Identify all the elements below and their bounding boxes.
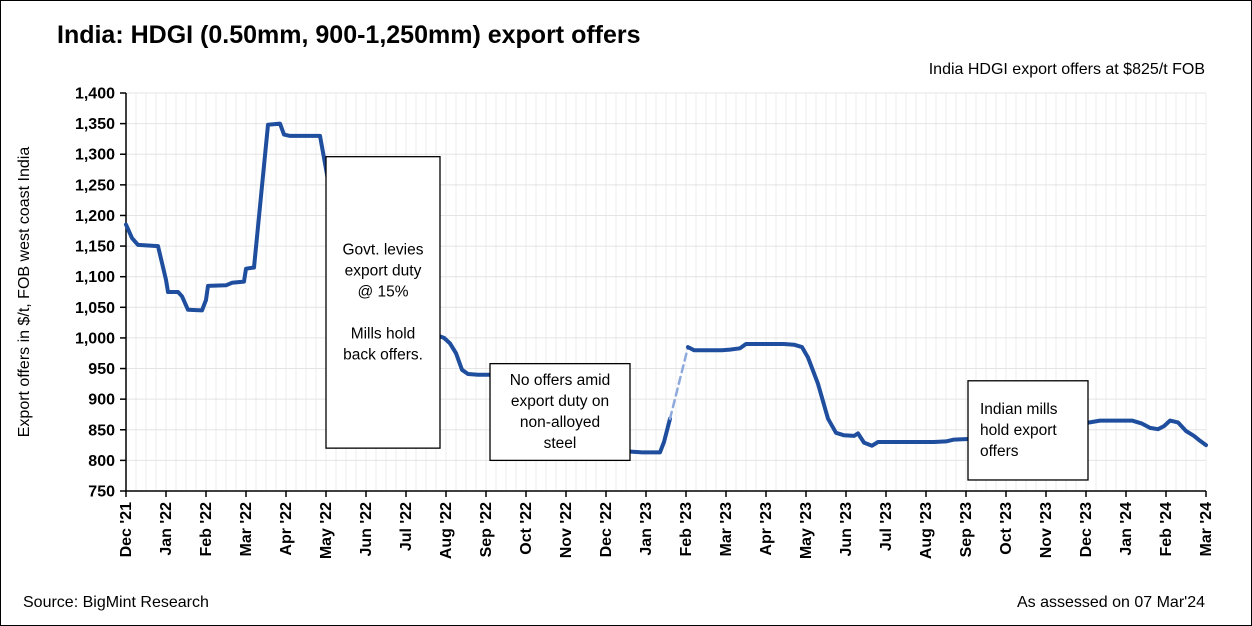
x-tick-label: Jun '22 — [358, 502, 375, 557]
annotation-text-0: Govt. levies export duty @ 15% Mills hold ba… — [343, 241, 424, 363]
y-tick-label: 800 — [88, 453, 115, 470]
series-line-2-solid — [686, 342, 1208, 448]
x-tick-label: Dec '23 — [1078, 502, 1095, 558]
y-tick-label: 1,400 — [75, 86, 115, 103]
x-tick-label: Apr '23 — [758, 502, 775, 556]
x-tick-label: Feb '23 — [678, 502, 695, 557]
axis-layer — [120, 92, 1207, 497]
chart-title: India: HDGI (0.50mm, 900-1,250mm) export… — [57, 21, 641, 49]
annotation-box-1 — [489, 362, 631, 462]
y-tick-label: 1,000 — [75, 330, 115, 347]
grid-layer — [126, 92, 1207, 491]
y-tick-label: 1,350 — [75, 116, 115, 133]
series-line-1-dashed — [668, 345, 690, 420]
x-tick-label: Jul '23 — [878, 502, 895, 551]
y-tick-label: 950 — [88, 361, 115, 378]
x-tick-label: Sep '22 — [478, 502, 495, 557]
source-credit: Source: BigMint Research — [23, 594, 209, 611]
x-tick-label: Dec '21 — [118, 502, 135, 558]
y-tick-label: 1,100 — [75, 269, 115, 286]
y-tick-label: 1,300 — [75, 147, 115, 164]
x-tick-label: Jan '22 — [158, 502, 175, 556]
x-tick-label: Mar '22 — [238, 502, 255, 557]
x-tick-label: Aug '22 — [438, 502, 455, 559]
x-tick-label: Apr '22 — [278, 502, 295, 556]
x-tick-label: Aug '23 — [918, 502, 935, 559]
x-tick-label: Jan '23 — [638, 502, 655, 556]
y-tick-label: 1,050 — [75, 300, 115, 317]
x-tick-label: May '22 — [318, 502, 335, 559]
annotation-box-2 — [967, 380, 1089, 481]
x-tick-label: Sep '23 — [958, 502, 975, 557]
x-tick-label: Feb '22 — [198, 502, 215, 557]
x-tick-label: Mar '24 — [1198, 502, 1215, 557]
annotation-text-2: Indian mills hold export offers — [980, 401, 1058, 460]
y-tick-label: 1,200 — [75, 208, 115, 225]
y-tick-label: 1,150 — [75, 239, 115, 256]
annotation-text-1: No offers amid export duty on non-alloyed s… — [510, 372, 611, 452]
x-tick-label: Oct '23 — [998, 502, 1015, 555]
y-tick-label: 1,250 — [75, 177, 115, 194]
x-tick-label: Jul '22 — [398, 502, 415, 551]
x-tick-label: Feb '24 — [1158, 502, 1175, 557]
assessment-date: As assessed on 07 Mar'24 — [1016, 594, 1205, 611]
x-tick-label: Jan '24 — [1118, 502, 1135, 556]
x-tick-label: Mar '23 — [718, 502, 735, 557]
x-tick-label: Jun '23 — [838, 502, 855, 557]
x-tick-label: May '23 — [798, 502, 815, 559]
x-tick-label: Dec '22 — [598, 502, 615, 558]
x-tick-label: Oct '22 — [518, 502, 535, 555]
y-tick-label: 900 — [88, 392, 115, 409]
y-tick-label: 850 — [88, 422, 115, 439]
chart-note: India HDGI export offers at $825/t FOB — [928, 61, 1205, 78]
tick-label-layer: 750 800 850 900 950 1,000 1,050 1,100 1,150 1,200… — [75, 86, 1215, 560]
annotation-layer: Govt. levies export duty @ 15% Mills hold ba… — [325, 156, 1089, 481]
x-tick-label: Nov '22 — [558, 502, 575, 558]
annotation-box-0 — [325, 156, 441, 449]
y-tick-label: 750 — [88, 484, 115, 501]
x-tick-label: Nov '23 — [1038, 502, 1055, 558]
